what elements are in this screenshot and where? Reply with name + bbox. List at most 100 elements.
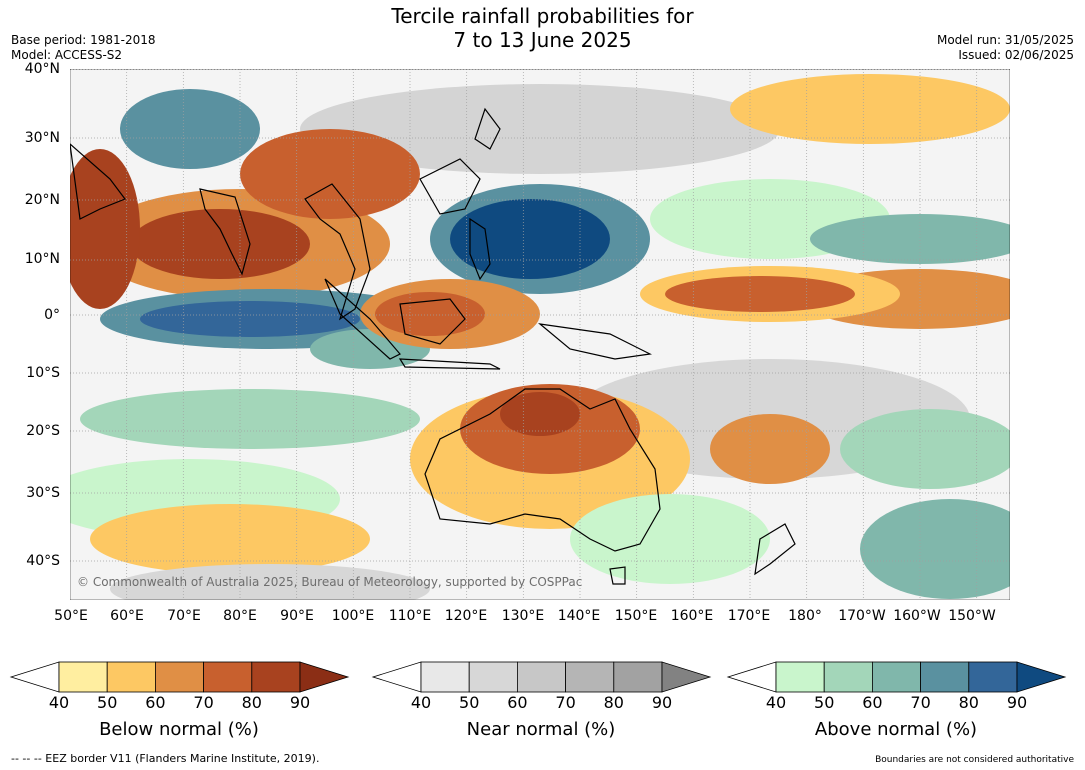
colorbar-over-extend [299,661,350,693]
lon-label-50e: 50°E [54,608,88,624]
base-period: Base period: 1981-2018 [11,33,156,47]
colorbar-swatch [517,661,567,693]
lon-label-80e: 80°E [223,608,257,624]
colorbar-tick-label: 70 [193,693,214,712]
colorbar-tick-label: 90 [1006,693,1028,712]
colorbar-under-extend [9,661,60,693]
colorbar-swatch [872,661,922,693]
colorbar-near-normal [371,661,712,693]
lon-label-170e: 170°E [727,608,771,624]
colorbar-title-near: Near normal (%) [466,719,616,740]
india-coast [199,188,251,276]
lat-label-0: 0° [44,307,60,323]
lat-label-20n: 20°N [24,192,60,208]
title-line-1: Tercile rainfall probabilities for [391,4,694,28]
china-coast [419,158,481,215]
colorbar-swatch [203,661,253,693]
lat-label-40s: 40°S [26,553,60,569]
eez-legend: -- -- -- EEZ border V11 (Flanders Marine… [11,752,320,765]
colorbar-tick-label: 40 [765,693,787,712]
colorbar-tick-label: 60 [145,693,166,712]
colorbar-tick-label: 50 [814,693,835,712]
colorbar-swatch [420,661,470,693]
australia-coast [424,388,661,552]
colorbar-tick-label: 90 [289,693,311,712]
new-zealand-coast [754,523,796,576]
colorbar-tick-label: 80 [603,693,624,712]
colorbar-over-extend [661,661,712,693]
map-title: Tercile rainfall probabilities for 7 to … [0,4,1085,52]
colorbar-title-above: Above normal (%) [814,719,978,740]
lat-label-20s: 20°S [26,423,60,439]
colorbar-tick-label: 80 [958,693,979,712]
indochina-coast [304,183,371,321]
lat-label-30n: 30°N [24,130,60,146]
colorbar-tick-label: 60 [862,693,883,712]
lon-label-150w: 150°W [948,608,996,624]
sumatra-coast [324,278,401,360]
lon-label-180: 180° [788,608,822,624]
colorbar-tick-label: 50 [459,693,480,712]
meta-right: Model run: 31/05/2025 Issued: 02/06/2025 [937,33,1074,63]
issued-date: Issued: 02/06/2025 [958,48,1074,62]
colorbar-swatch [613,661,663,693]
colorbar-swatch [920,661,970,693]
coastlines [70,107,796,585]
meta-left: Base period: 1981-2018 Model: ACCESS-S2 [11,33,156,63]
colorbar-swatch [565,661,615,693]
colorbar-swatch [154,661,204,693]
colorbar-over-extend [1016,661,1067,693]
colorbar-tick-label: 80 [241,693,262,712]
colorbar-under-extend [371,661,422,693]
lat-label-10n: 10°N [24,251,60,267]
philippines-coast [469,217,491,281]
colorbar-swatch [968,661,1018,693]
colorbar-tick-label: 90 [651,693,673,712]
colorbar-below-normal [9,661,350,693]
arabia-coast [70,143,126,220]
title-line-2: 7 to 13 June 2025 [453,28,632,52]
lat-label-30s: 30°S [26,485,60,501]
colorbar-swatch [251,661,301,693]
lon-label-160w: 160°W [893,608,941,624]
lon-label-60e: 60°E [110,608,144,624]
colorbar-tick-label: 50 [97,693,118,712]
lon-label-160e: 160°E [670,608,714,624]
colorbar-swatch [823,661,873,693]
colorbar-tick-label: 40 [48,693,70,712]
colorbar-tick-label: 40 [410,693,432,712]
lat-label-40n: 40°N [24,61,60,77]
lon-label-170w: 170°W [838,608,886,624]
colorbar-under-extend [726,661,777,693]
lon-label-90e: 90°E [280,608,314,624]
lat-label-10s: 10°S [26,365,60,381]
colorbar-swatch [58,661,108,693]
colorbar-swatch [775,661,825,693]
new-guinea-coast [537,323,652,360]
model-name: Model: ACCESS-S2 [11,48,123,62]
copyright-notice: © Commonwealth of Australia 2025, Bureau… [77,575,583,589]
lon-label-140e: 140°E [557,608,601,624]
tasmania-coast [609,566,626,585]
lon-label-110e: 110°E [388,608,432,624]
colorbar-swatch [468,661,518,693]
colorbar-tick-label: 70 [555,693,576,712]
colorbar-swatch [106,661,156,693]
lon-label-100e: 100°E [331,608,375,624]
graticule [70,69,1010,600]
lon-label-150e: 150°E [614,608,658,624]
lon-label-70e: 70°E [167,608,201,624]
java-coast [398,358,501,370]
colorbar-title-below: Below normal (%) [99,719,259,740]
boundaries-disclaimer: Boundaries are not considered authoritat… [875,755,1074,765]
borneo-coast [399,298,466,345]
rainfall-map [70,69,1010,600]
colorbar-tick-label: 60 [507,693,528,712]
lon-label-130e: 130°E [501,608,545,624]
colorbar-above-normal [726,661,1067,693]
colorbar-tick-label: 70 [910,693,931,712]
lon-label-120e: 120°E [444,608,488,624]
colorbars [9,661,1067,693]
korea-coast [474,107,501,150]
model-run: Model run: 31/05/2025 [936,33,1074,47]
